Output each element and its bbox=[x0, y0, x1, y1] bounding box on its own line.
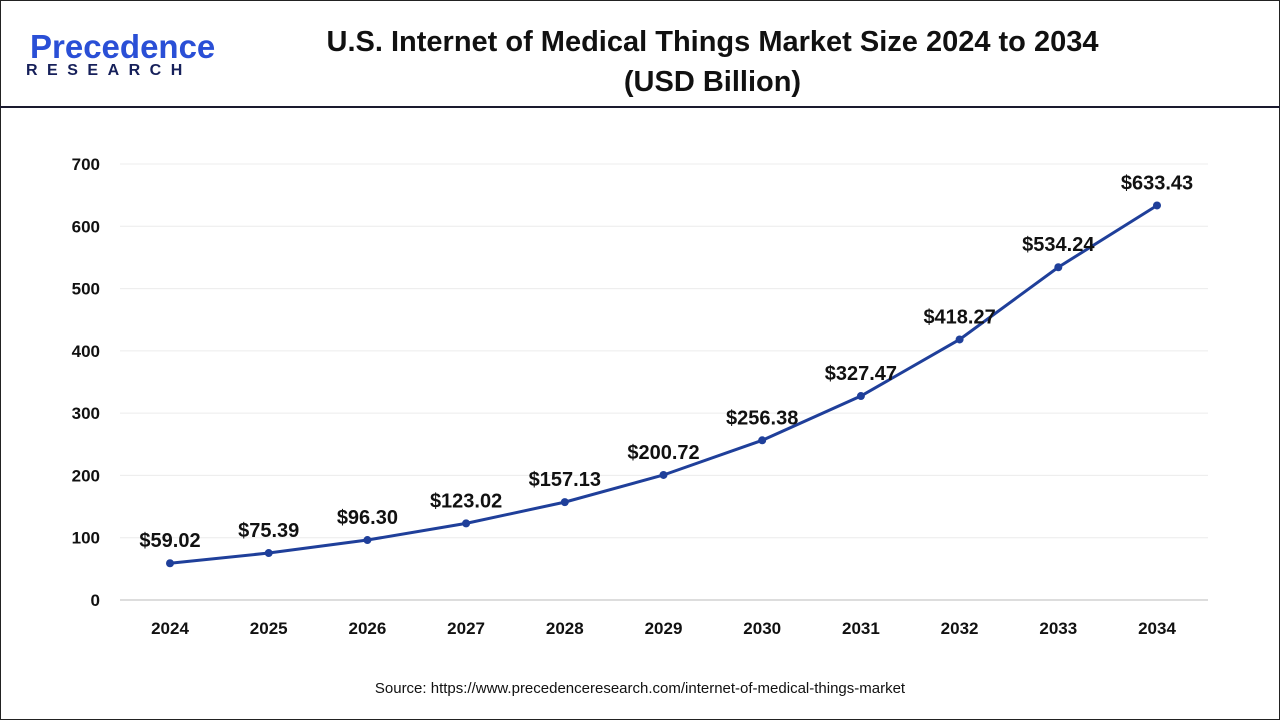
header-divider bbox=[0, 106, 1280, 108]
title-line-2: (USD Billion) bbox=[623, 66, 802, 98]
source-note: Source: https://www.precedenceresearch.c… bbox=[374, 680, 906, 697]
data-label: $418.27 bbox=[923, 306, 995, 328]
logo: Precedence RESEARCH bbox=[22, 28, 222, 83]
x-tick-label: 2033 bbox=[1039, 619, 1077, 638]
data-point bbox=[856, 392, 865, 401]
data-label: $327.47 bbox=[825, 363, 897, 385]
data-point bbox=[166, 559, 174, 568]
x-tick-label: 2027 bbox=[447, 619, 485, 638]
x-tick-label: 2029 bbox=[645, 619, 683, 638]
data-label: $157.13 bbox=[529, 469, 601, 491]
data-label: $256.38 bbox=[726, 407, 798, 429]
y-tick-label: 700 bbox=[72, 155, 100, 174]
x-tick-label: 2034 bbox=[1138, 619, 1176, 638]
logo-wordmark: Precedence bbox=[30, 28, 216, 65]
y-tick-label: 400 bbox=[72, 342, 100, 361]
data-label: $75.39 bbox=[238, 520, 299, 542]
x-tick-label: 2025 bbox=[250, 619, 288, 638]
data-point bbox=[955, 335, 964, 344]
data-point bbox=[659, 470, 668, 479]
data-label: $200.72 bbox=[627, 442, 699, 464]
x-tick-label: 2028 bbox=[546, 619, 584, 638]
x-tick-label: 2030 bbox=[743, 619, 781, 638]
series-line bbox=[169, 204, 1158, 565]
data-point bbox=[1153, 201, 1161, 210]
data-point bbox=[560, 498, 569, 507]
chart-title: U.S. Internet of Medical Things Market S… bbox=[250, 22, 1175, 102]
data-label: $123.02 bbox=[430, 490, 502, 512]
data-point bbox=[363, 536, 372, 545]
data-point bbox=[1054, 263, 1063, 272]
data-label: $59.02 bbox=[139, 530, 200, 552]
data-point bbox=[758, 436, 767, 445]
x-tick-label: 2031 bbox=[842, 619, 880, 638]
x-tick-label: 2032 bbox=[941, 619, 979, 638]
data-label: $96.30 bbox=[337, 507, 398, 529]
data-label: $633.43 bbox=[1121, 172, 1193, 194]
x-tick-label: 2024 bbox=[151, 619, 189, 638]
y-tick-label: 200 bbox=[72, 466, 100, 485]
data-point bbox=[264, 549, 273, 558]
y-tick-label: 500 bbox=[72, 280, 100, 299]
y-tick-label: 0 bbox=[91, 591, 100, 610]
y-tick-label: 300 bbox=[72, 404, 100, 423]
data-point bbox=[462, 519, 471, 528]
y-tick-label: 600 bbox=[72, 217, 100, 236]
logo-subtext: RESEARCH bbox=[26, 62, 192, 79]
data-label: $534.24 bbox=[1022, 234, 1095, 256]
title-line-1: U.S. Internet of Medical Things Market S… bbox=[326, 26, 1099, 58]
x-tick-label: 2026 bbox=[348, 619, 386, 638]
y-tick-label: 100 bbox=[72, 529, 100, 548]
